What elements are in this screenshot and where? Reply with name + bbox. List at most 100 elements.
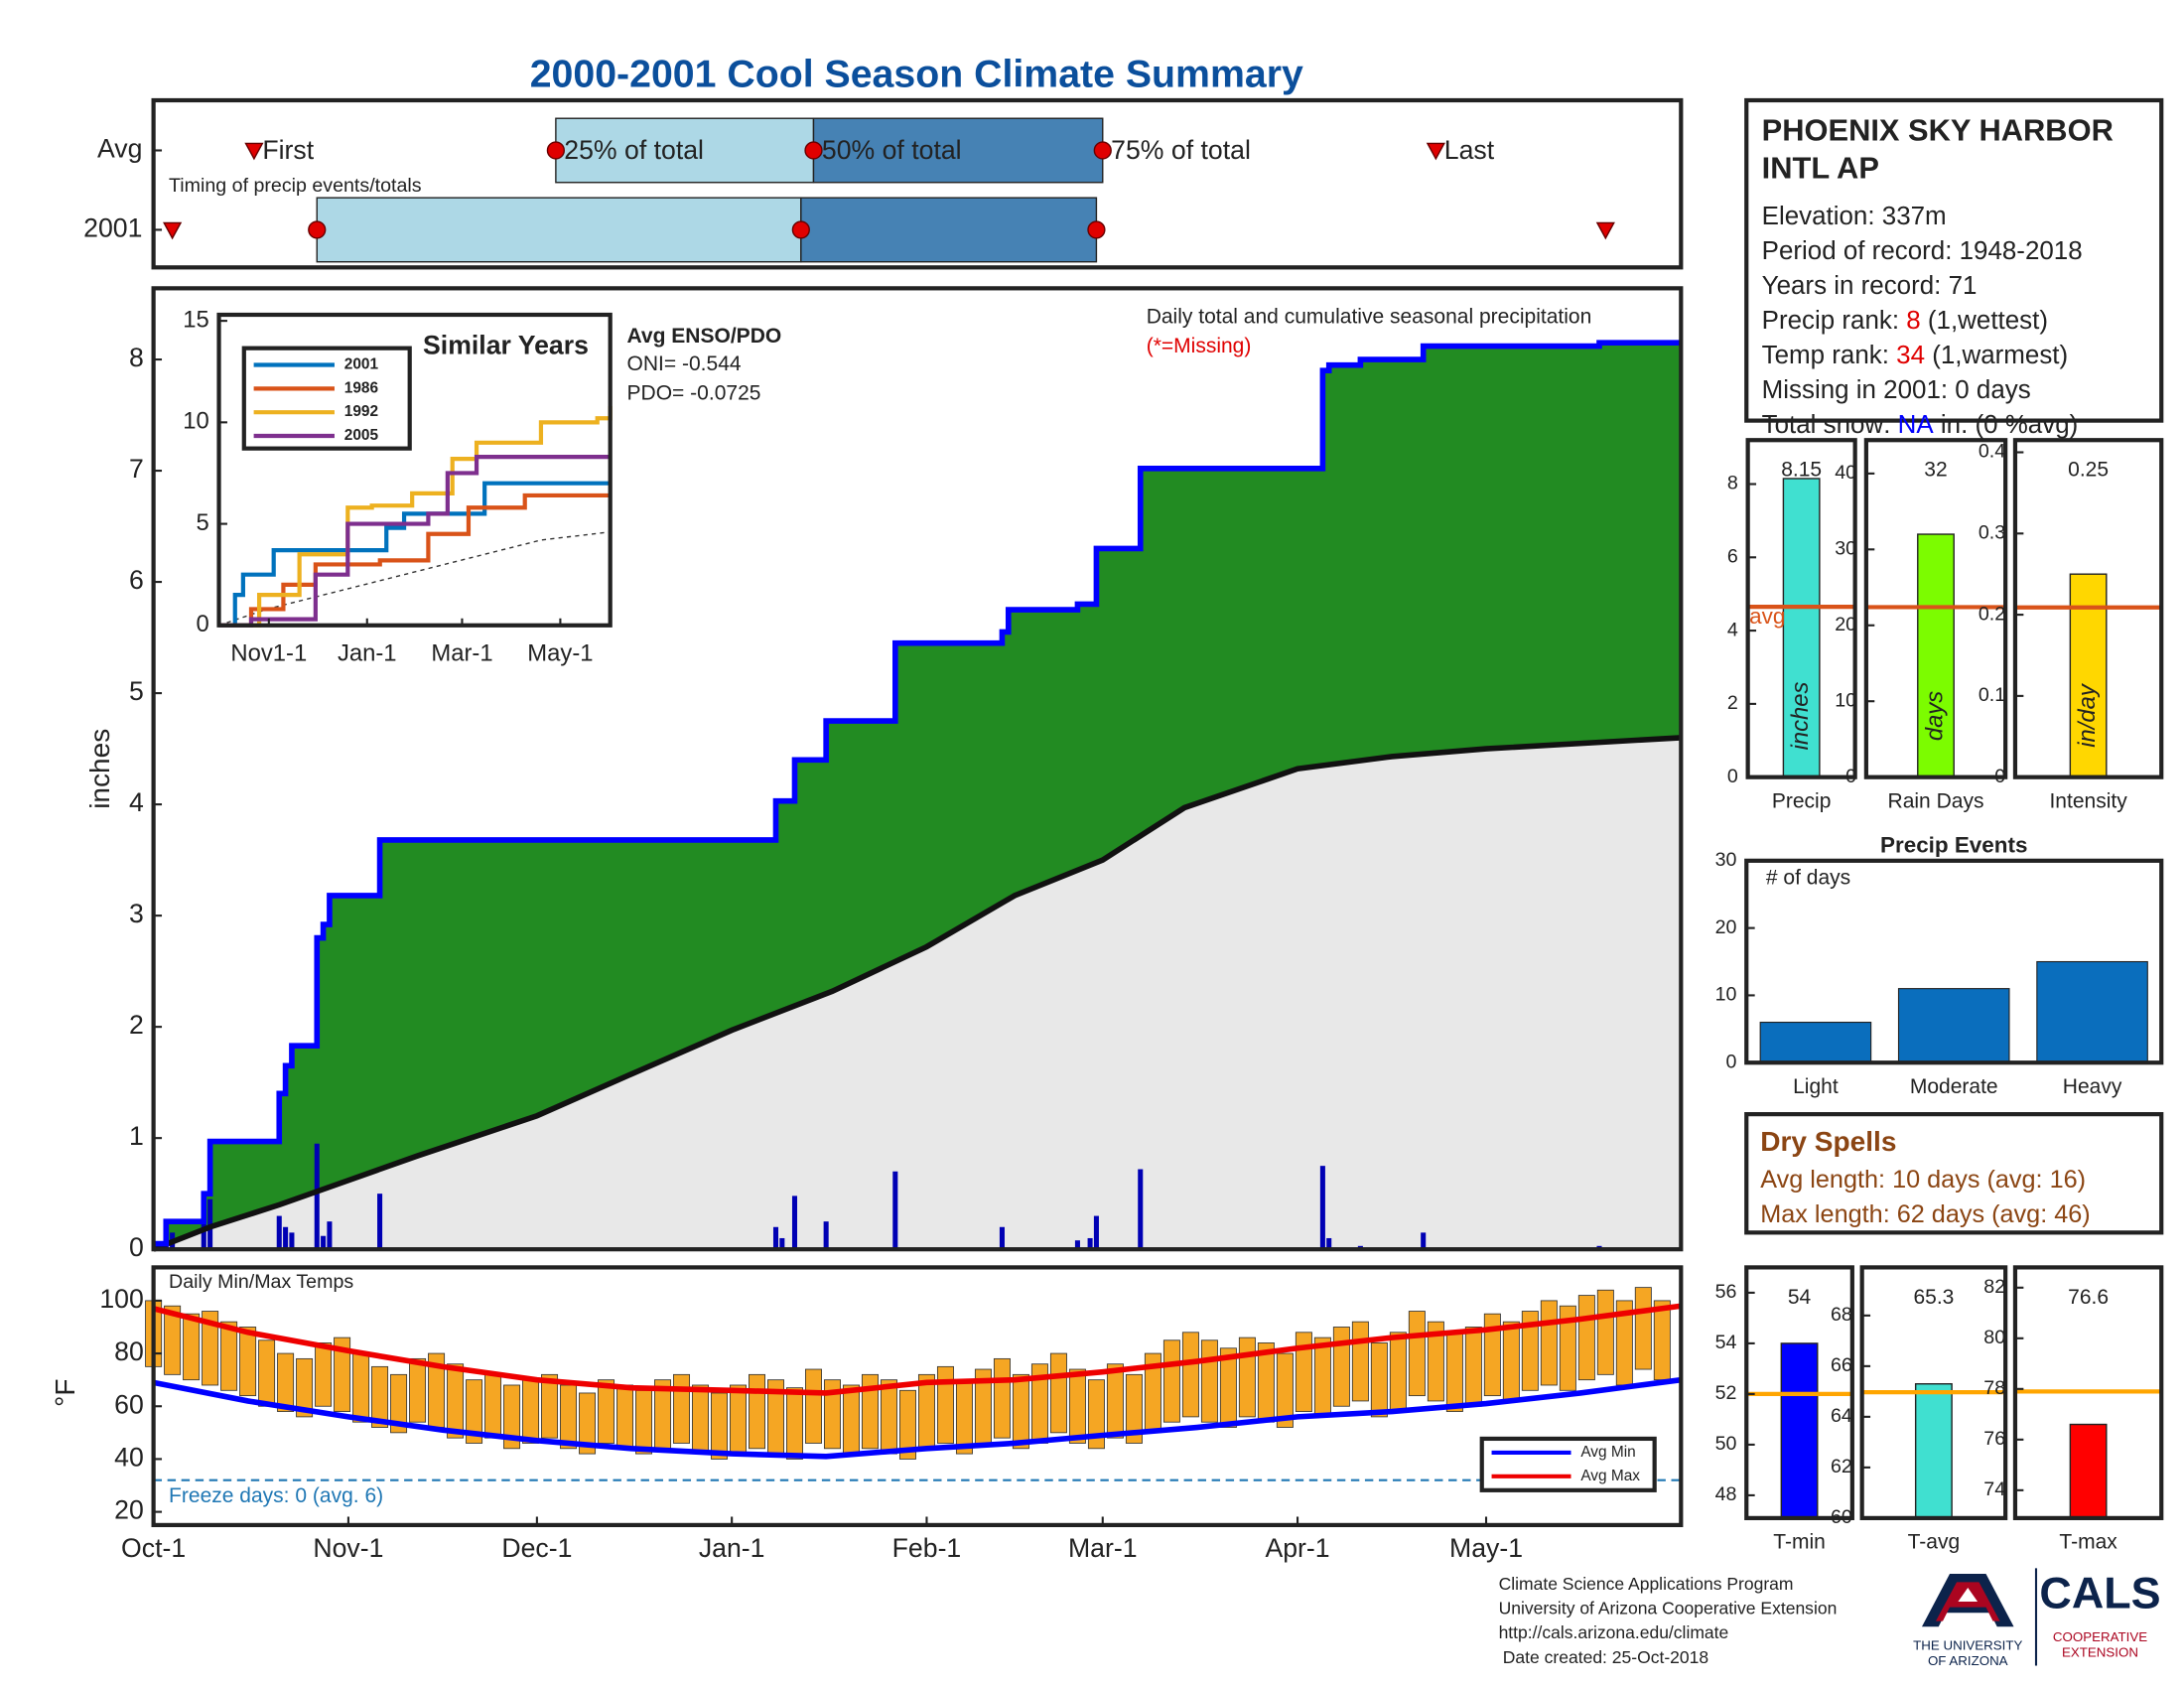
station-name: PHOENIX SKY HARBOR (1762, 112, 2114, 147)
y-tick-label: 7 (129, 454, 144, 484)
daily-bar (276, 1215, 282, 1250)
temp-range-bar (277, 1352, 295, 1412)
legend-label: 2001 (344, 356, 379, 373)
station-line: Years in record: 71 (1762, 272, 1978, 300)
row-label: Avg (97, 134, 142, 164)
marker-label: 25% of total (564, 135, 704, 165)
y-tick-label: 30 (1835, 538, 1856, 560)
y-tick-label: 0 (1727, 766, 1738, 787)
temp-range-bar (1295, 1332, 1312, 1412)
daily-bar (314, 1143, 320, 1250)
logo-cals: CALS (2039, 1567, 2160, 1618)
temp-range-bar (1464, 1327, 1482, 1407)
panel-title: Precip Events (1880, 833, 2027, 858)
temp-range-bar (522, 1379, 540, 1444)
quartile-box (316, 197, 802, 263)
temp-range-bar (334, 1336, 351, 1412)
temp-range-bar (1483, 1313, 1501, 1397)
value-label: 65.3 (1913, 1286, 1954, 1309)
temp-range-bar (692, 1384, 710, 1455)
category-label: Rain Days (1888, 789, 1984, 812)
temp-range-bar (296, 1357, 314, 1418)
y-tick-label: 5 (129, 676, 144, 706)
temp-range-bar (749, 1373, 765, 1450)
station-text: Elevation: 337m (1762, 203, 1947, 230)
legend-label: 1986 (344, 379, 379, 396)
daily-bar (892, 1171, 898, 1250)
y-tick-label: 78 (1983, 1377, 2005, 1399)
y-tick-label: 0.2 (1979, 603, 2005, 625)
bar (1914, 1383, 1953, 1519)
station-text: in. (0 %avg) (1934, 411, 2079, 439)
daily-bar (1421, 1232, 1427, 1250)
y-tick-label: 10 (183, 408, 209, 435)
marker-label: Last (1444, 135, 1495, 165)
y-tick-label: 60 (114, 1389, 144, 1419)
temp-range-bar (730, 1384, 747, 1455)
frame (1863, 438, 2008, 779)
temp-range-bar (1427, 1321, 1444, 1402)
dry-spells-box (1744, 1112, 2164, 1235)
bar (1759, 1021, 1872, 1063)
category-label: T-avg (1908, 1531, 1961, 1554)
station-text: 8 (1906, 307, 1920, 335)
station-line: Elevation: 337m (1762, 203, 1947, 230)
frame (2012, 438, 2164, 779)
temp-range-bar (484, 1373, 502, 1439)
temp-range-bar (1634, 1287, 1652, 1370)
average-area (153, 737, 1682, 1250)
temp-range-bar (823, 1379, 841, 1450)
y-tick-label: 80 (1983, 1327, 2005, 1348)
y-tick-label: 0 (1726, 1051, 1737, 1072)
daily-bar (1326, 1237, 1332, 1250)
y-tick-label: 8 (129, 343, 144, 372)
event-marker (1426, 142, 1445, 161)
temp-range-bar (1445, 1332, 1463, 1412)
bar (2036, 960, 2148, 1063)
temp-range-bar (503, 1384, 521, 1450)
temp-range-bar (220, 1321, 238, 1391)
bar (2069, 1423, 2108, 1519)
daily-bar (779, 1237, 785, 1250)
x-tick-label: Jan-1 (338, 640, 397, 667)
temp-range-bar (164, 1305, 182, 1375)
footer-line: http://cals.arizona.edu/climate (1499, 1622, 1729, 1642)
y-tick-label: 54 (1715, 1332, 1737, 1353)
frame (2012, 1265, 2164, 1520)
x-tick-label: Nov-1 (313, 1533, 383, 1563)
station-text: (1,wettest) (1921, 307, 2048, 335)
frame (1744, 1265, 1854, 1520)
x-tick-label: Feb-1 (892, 1533, 962, 1563)
daily-bar (1319, 1166, 1325, 1250)
daily-bar (289, 1232, 295, 1250)
temp-range-bar (1012, 1373, 1029, 1450)
bar (1780, 1342, 1819, 1519)
annotation: Timing of precip events/totals (169, 175, 422, 197)
x-tick-label: Oct-1 (121, 1533, 186, 1563)
observed-line (153, 340, 1682, 1247)
x-tick-label: Jan-1 (699, 1533, 765, 1563)
daily-bar (823, 1221, 829, 1250)
series-line (218, 405, 613, 628)
y-tick-label: 20 (1835, 614, 1856, 635)
station-text: Precip rank: (1762, 307, 1907, 335)
temp-range-bar (598, 1379, 615, 1444)
temp-range-bar (1068, 1368, 1086, 1444)
temp-range-bar (861, 1373, 879, 1450)
temp-range-bar (1238, 1336, 1256, 1418)
y-tick-label: 50 (1715, 1433, 1737, 1455)
x-tick-label: Apr-1 (1265, 1533, 1329, 1563)
temp-range-bar (804, 1368, 822, 1444)
temp-range-bar (258, 1339, 276, 1407)
station-text: 34 (1896, 342, 1925, 369)
temp-range-bar (1313, 1336, 1331, 1418)
daily-bar (1087, 1237, 1093, 1250)
station-text: Years in record: 71 (1762, 272, 1978, 300)
temp-range-bar (1559, 1305, 1576, 1391)
y-tick-label: 80 (114, 1336, 144, 1366)
daily-bar (327, 1221, 333, 1250)
temp-range-bar (1596, 1289, 1614, 1375)
station-name: INTL AP (1762, 150, 1879, 185)
dry-spells-title: Dry Spells (1760, 1126, 1896, 1157)
y-tick-label: 0 (129, 1232, 144, 1262)
